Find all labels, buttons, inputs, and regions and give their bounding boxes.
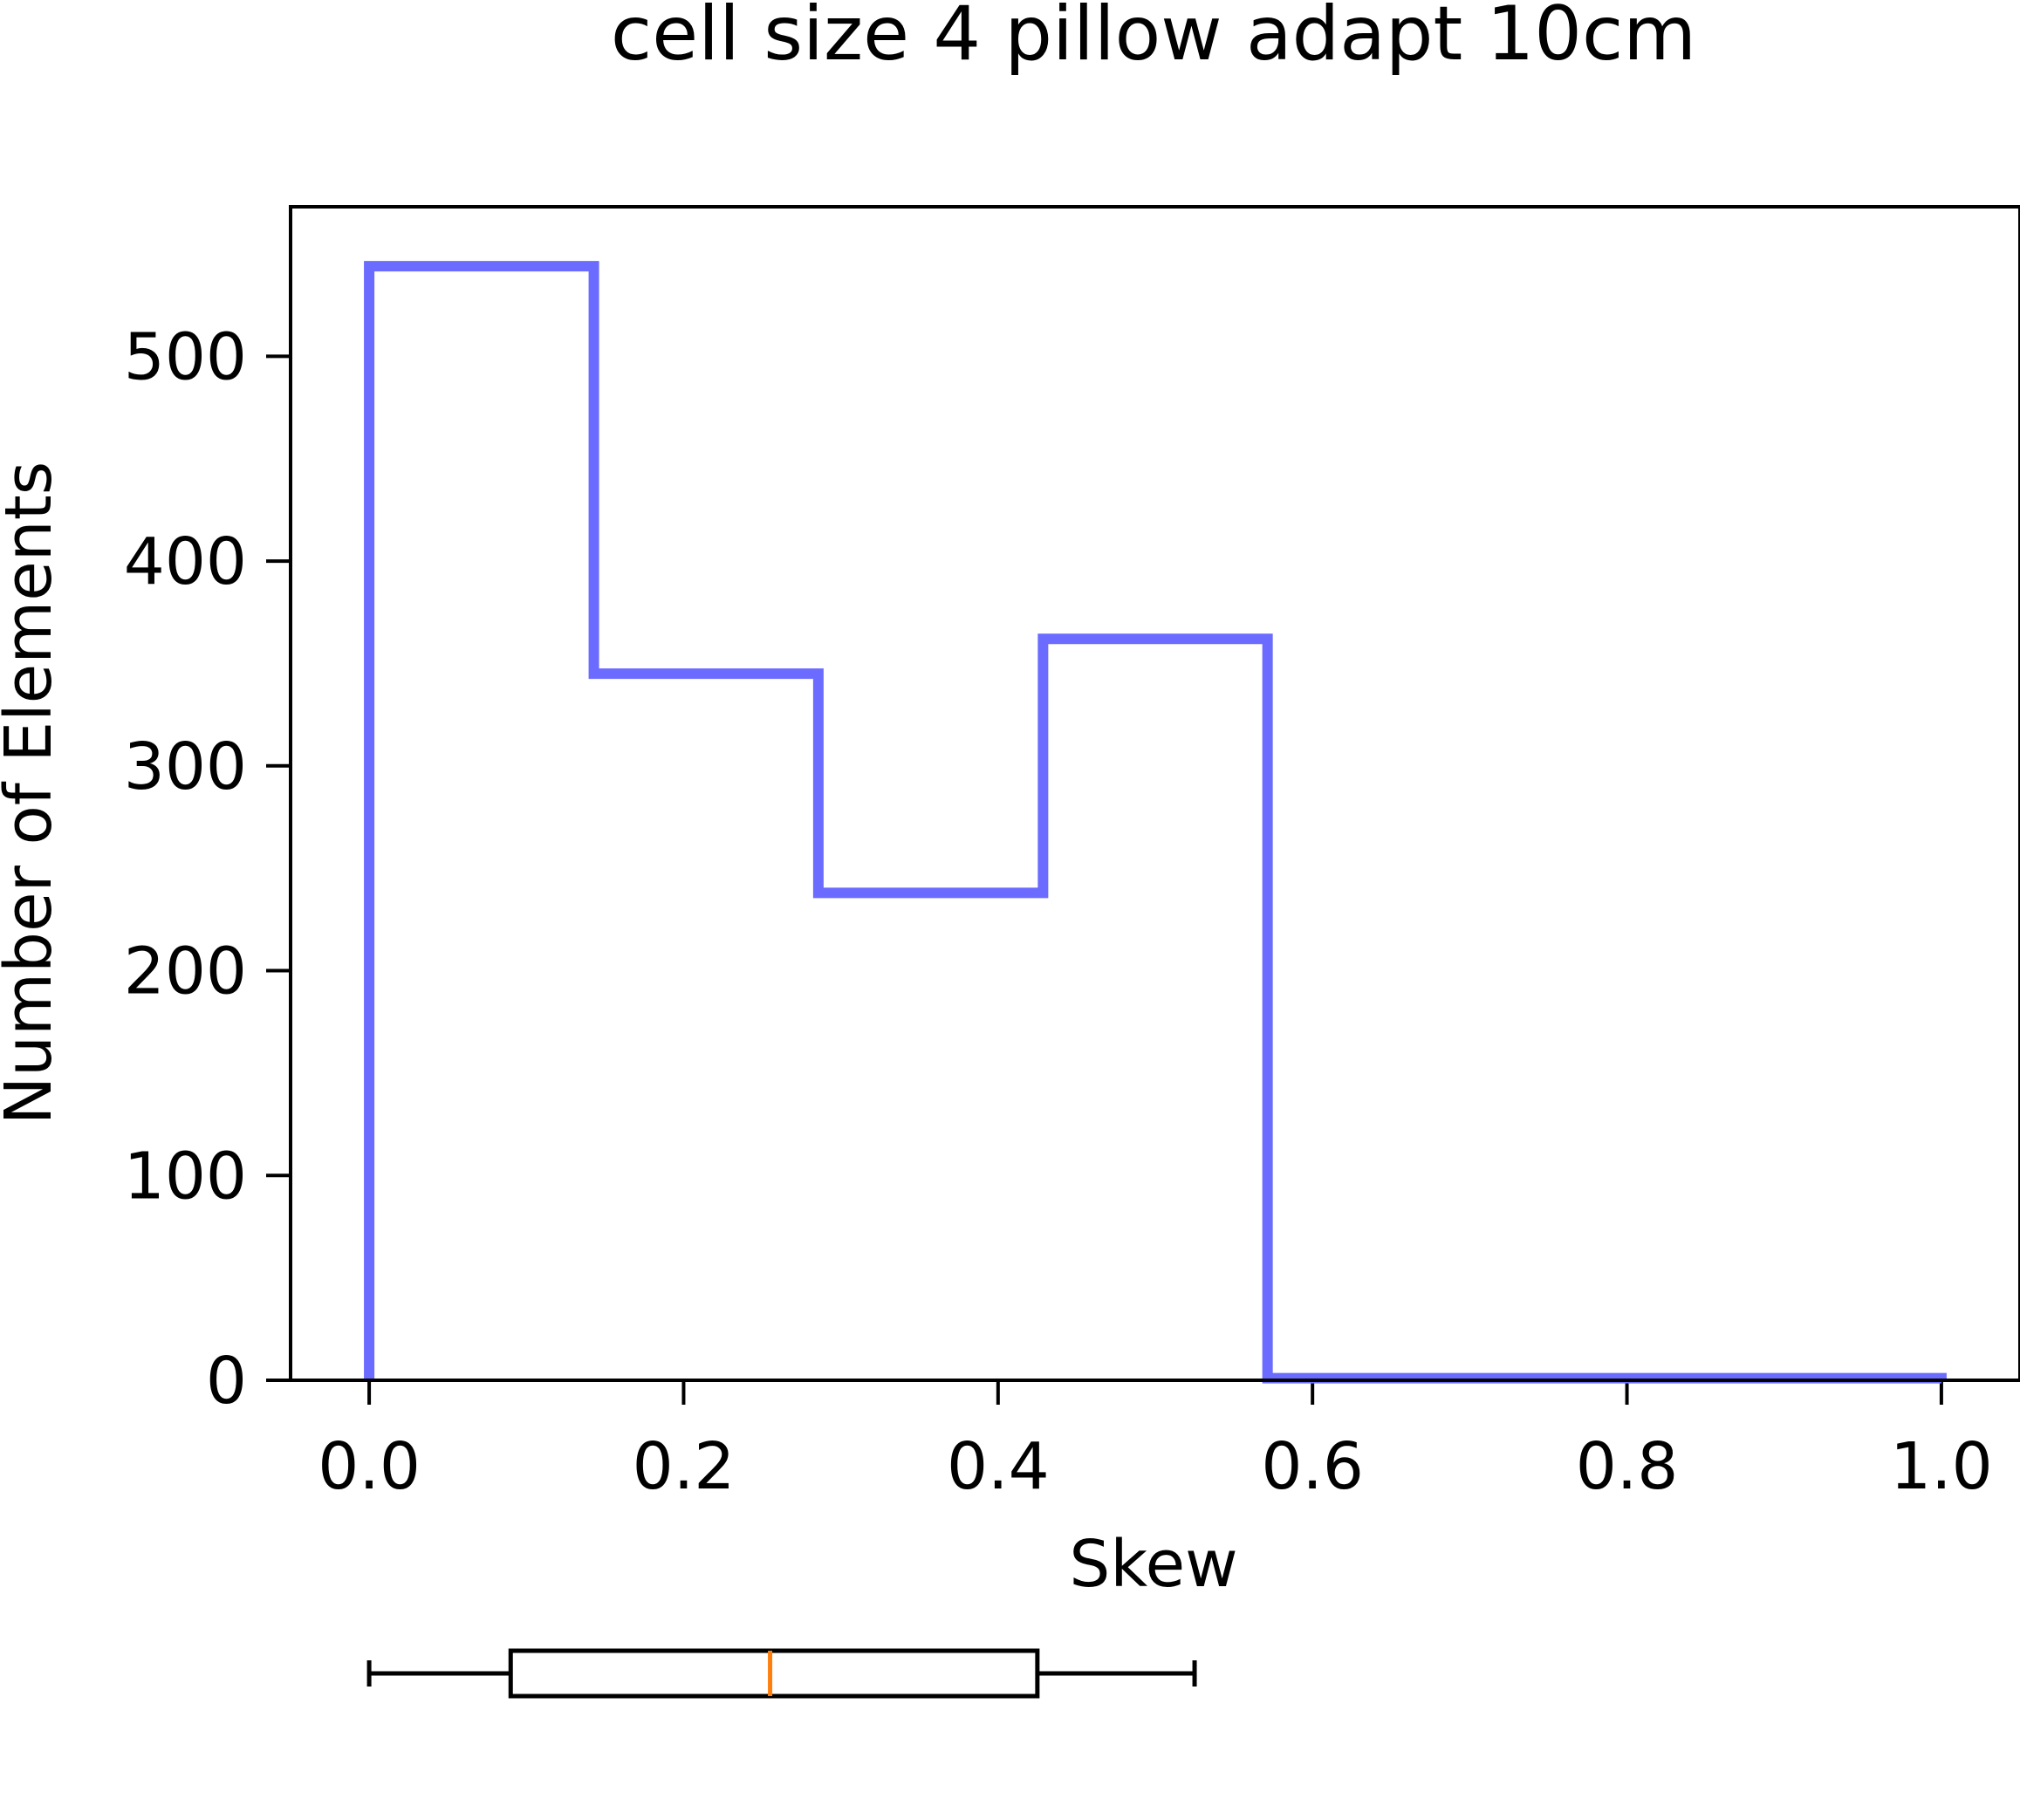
- x-tick-label: 0.2: [633, 1429, 736, 1504]
- x-tick-label: 0.0: [318, 1429, 421, 1504]
- y-tick-label: 200: [124, 934, 247, 1009]
- x-tick-label: 0.6: [1261, 1429, 1364, 1504]
- y-tick-label: 300: [124, 729, 247, 804]
- x-axis-label: Skew: [1069, 1527, 1237, 1602]
- x-tick-label: 1.0: [1890, 1429, 1993, 1504]
- y-axis-label: Number of Elements: [0, 462, 66, 1126]
- y-tick-label: 500: [124, 319, 247, 394]
- x-tick-label: 0.4: [947, 1429, 1050, 1504]
- y-tick-label: 400: [124, 524, 247, 599]
- y-tick-label: 100: [124, 1139, 247, 1214]
- y-tick-label: 0: [206, 1344, 247, 1419]
- histogram-step-line: [364, 261, 1947, 1384]
- chart-title: cell size 4 pillow adapt 10cm: [611, 0, 1696, 78]
- y-axis-ticks: 0 100 200 300 400 500: [124, 319, 291, 1419]
- boxplot: [366, 1648, 1197, 1699]
- boxplot-box: [508, 1648, 1040, 1699]
- x-tick-label: 0.8: [1576, 1429, 1679, 1504]
- plot-frame: [289, 205, 2020, 1382]
- x-axis-ticks: 0.0 0.2 0.4 0.6 0.8 1.0: [318, 1380, 1993, 1504]
